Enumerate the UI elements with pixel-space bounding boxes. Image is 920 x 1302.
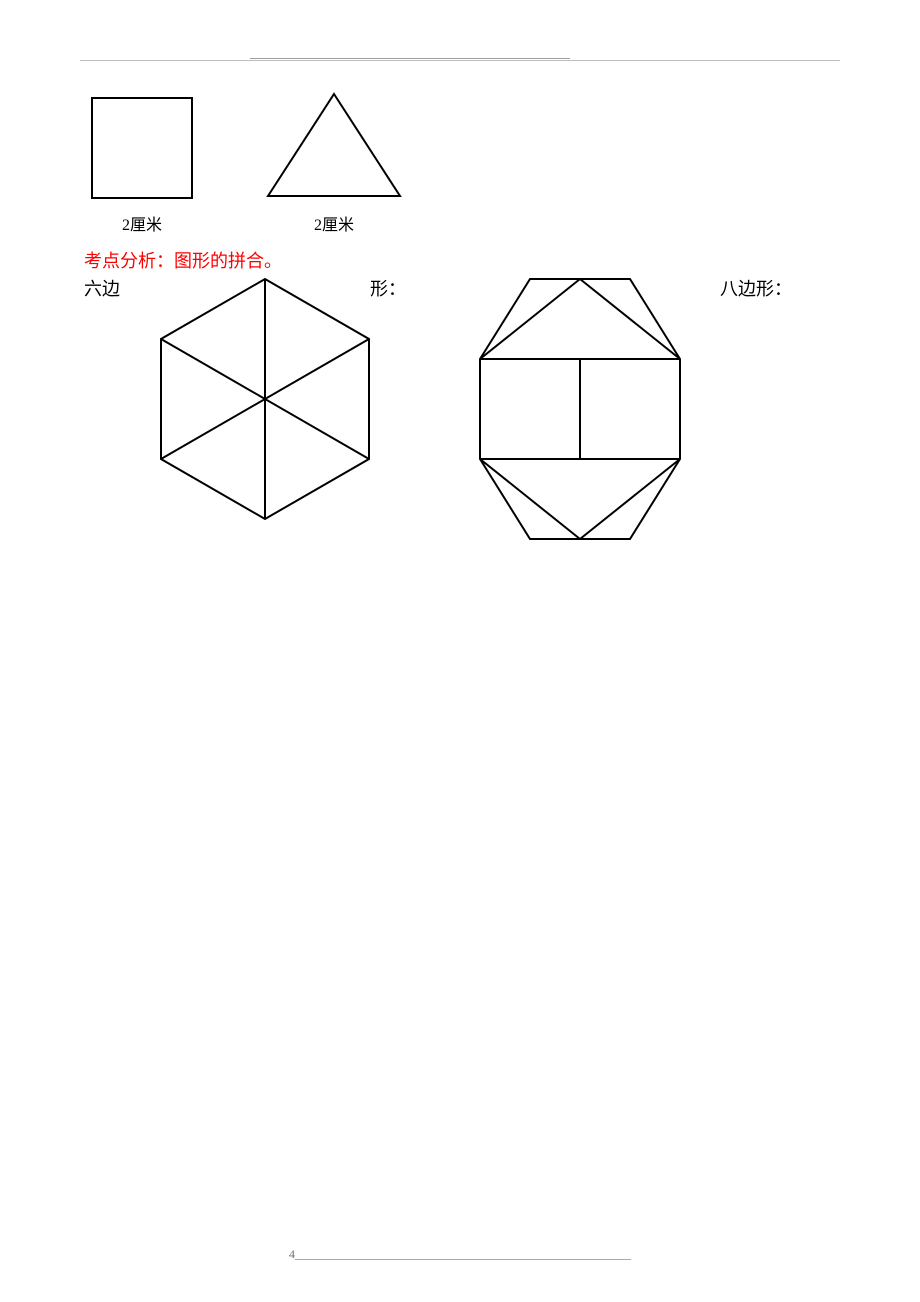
hexagon-label-part1: 六边 xyxy=(84,275,120,301)
composed-figures-row: 六边 形： 八边形： xyxy=(80,275,840,555)
page-footer: 4_______________________________________… xyxy=(0,1246,920,1262)
triangle-icon xyxy=(264,90,404,200)
square-block: 2厘米 xyxy=(90,96,194,235)
given-shapes-row: 2厘米 2厘米 xyxy=(90,90,840,235)
square-label: 2厘米 xyxy=(90,211,194,235)
page: 2厘米 2厘米 考点分析：图形的拼合。 六边 形： 八边形： xyxy=(0,0,920,1302)
hexagon-figure xyxy=(140,269,400,529)
triangle-label: 2厘米 xyxy=(264,211,404,235)
content-area: 2厘米 2厘米 考点分析：图形的拼合。 六边 形： 八边形： xyxy=(80,90,840,555)
octagon-figure xyxy=(470,269,690,549)
header-rule xyxy=(80,60,840,61)
octagon-label: 八边形： xyxy=(720,275,792,301)
footer-rule: ________________________________________… xyxy=(295,1247,631,1262)
square-icon xyxy=(90,96,194,200)
header-rule-inner xyxy=(250,58,570,59)
triangle-block: 2厘米 xyxy=(264,90,404,235)
